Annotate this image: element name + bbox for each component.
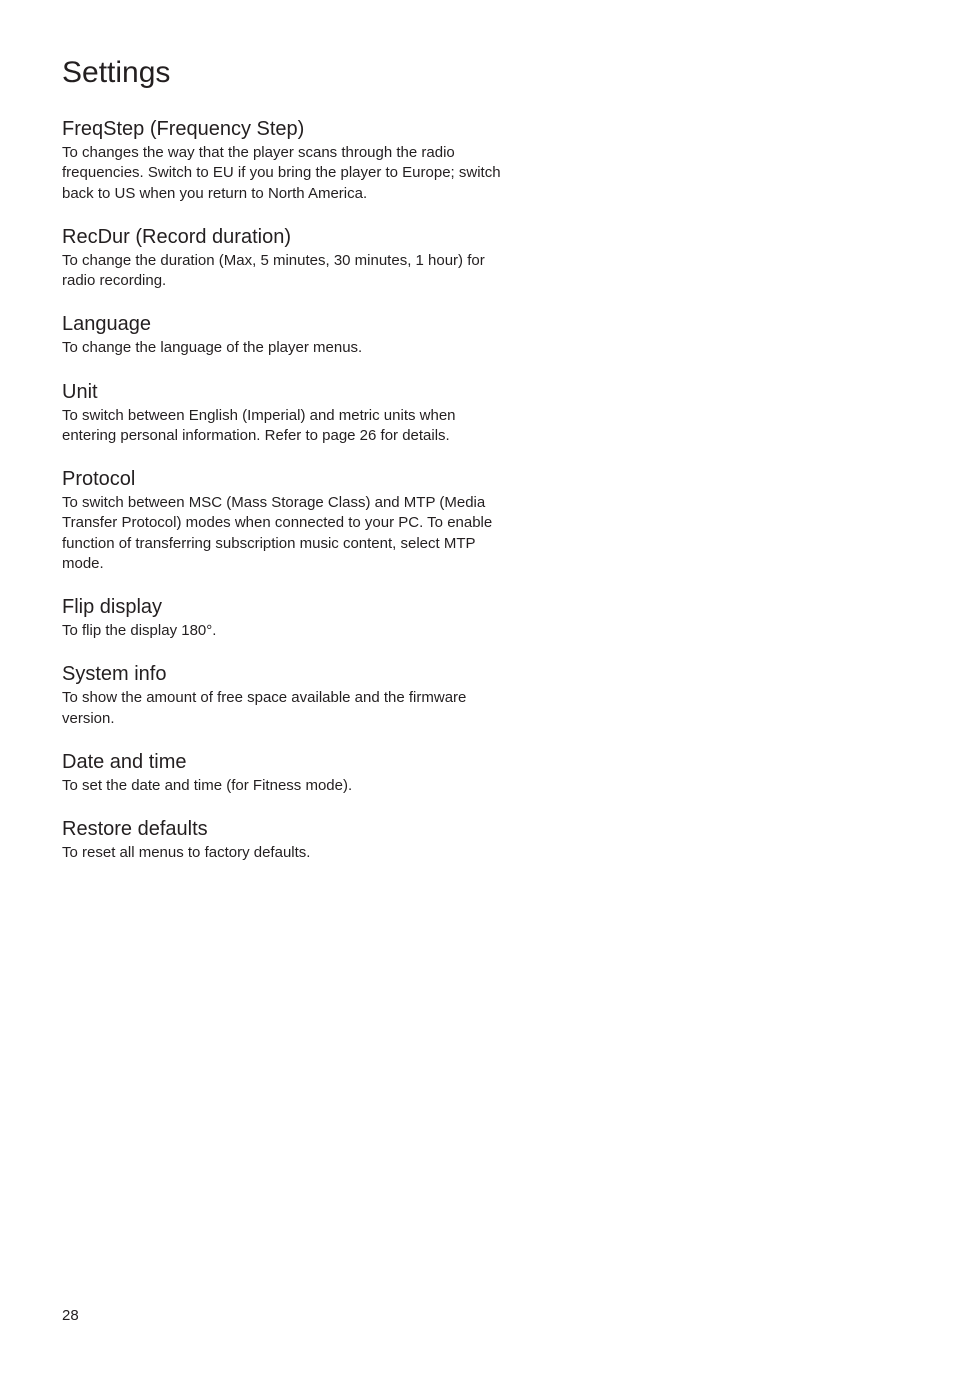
section-heading: FreqStep (Frequency Step) (62, 118, 502, 141)
section-body: To reset all menus to factory defaults. (62, 843, 502, 863)
section-heading: Date and time (62, 751, 502, 774)
section-body: To flip the display 180°. (62, 621, 502, 641)
section-date-and-time: Date and time To set the date and time (… (62, 751, 502, 796)
section-heading: Language (62, 313, 502, 336)
section-recdur: RecDur (Record duration) To change the d… (62, 226, 502, 292)
section-heading: Unit (62, 381, 502, 404)
section-body: To change the duration (Max, 5 minutes, … (62, 251, 502, 292)
section-unit: Unit To switch between English (Imperial… (62, 381, 502, 447)
section-body: To switch between English (Imperial) and… (62, 406, 502, 447)
section-protocol: Protocol To switch between MSC (Mass Sto… (62, 468, 502, 574)
section-body: To set the date and time (for Fitness mo… (62, 776, 502, 796)
page-number: 28 (62, 1307, 79, 1324)
section-language: Language To change the language of the p… (62, 313, 502, 358)
section-restore-defaults: Restore defaults To reset all menus to f… (62, 818, 502, 863)
section-freqstep: FreqStep (Frequency Step) To changes the… (62, 118, 502, 204)
section-heading: RecDur (Record duration) (62, 226, 502, 249)
section-heading: Protocol (62, 468, 502, 491)
section-heading: Flip display (62, 596, 502, 619)
section-body: To switch between MSC (Mass Storage Clas… (62, 493, 502, 574)
section-heading: System info (62, 663, 502, 686)
section-heading: Restore defaults (62, 818, 502, 841)
section-flip-display: Flip display To flip the display 180°. (62, 596, 502, 641)
section-body: To change the language of the player men… (62, 338, 502, 358)
page-title: Settings (62, 56, 892, 90)
page-content: Settings FreqStep (Frequency Step) To ch… (0, 0, 954, 863)
section-system-info: System info To show the amount of free s… (62, 663, 502, 729)
section-body: To changes the way that the player scans… (62, 143, 502, 204)
section-body: To show the amount of free space availab… (62, 688, 502, 729)
